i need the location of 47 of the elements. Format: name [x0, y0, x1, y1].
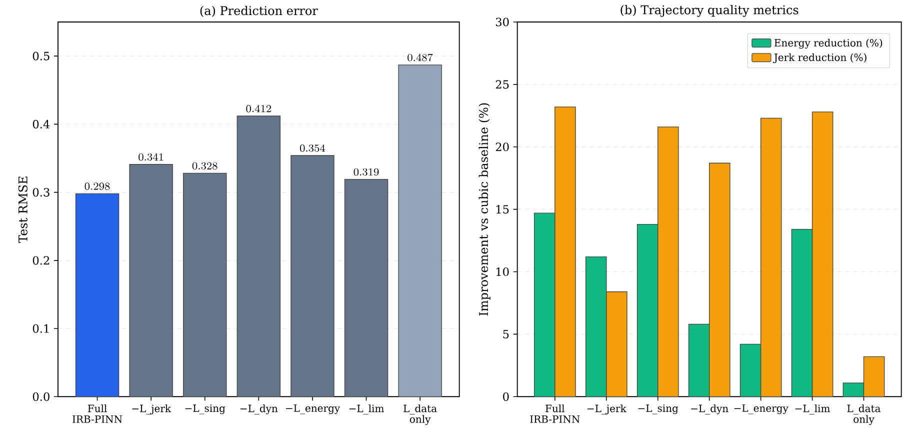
- x-tick-label: L_data only: [847, 404, 880, 425]
- y-tick-label: 0.0: [32, 392, 50, 401]
- data-label: 0.298: [84, 182, 110, 190]
- data-label: 0.319: [354, 168, 379, 176]
- bar: [398, 64, 442, 397]
- y-tick-label: 0.4: [32, 120, 50, 128]
- x-tick-label: Full IRB-PINN: [530, 404, 580, 423]
- x-tick-label: −L_lim: [349, 404, 384, 414]
- bar: [183, 172, 227, 397]
- y-tick-label: 0: [503, 392, 509, 401]
- y-tick-label: 5: [503, 330, 509, 338]
- chart-title: (a) Prediction error: [200, 6, 318, 17]
- x-tick-label: −L_jerk: [588, 404, 626, 414]
- x-tick-label: −L_dyn: [691, 404, 728, 414]
- y-tick-label: 0.2: [32, 256, 50, 265]
- data-label: 0.487: [408, 54, 433, 62]
- x-tick-label: −L_jerk: [132, 404, 172, 414]
- data-label: 0.354: [300, 144, 326, 152]
- legend-label: Jerk reduction (%): [773, 53, 866, 64]
- bar: [344, 179, 388, 397]
- y-tick-label: 0.1: [32, 324, 49, 333]
- x-tick-label: −L_lim: [795, 404, 830, 414]
- bar: [236, 116, 281, 397]
- y-tick-label: 15: [496, 205, 509, 214]
- y-tick-label: 20: [496, 142, 509, 152]
- bar: [290, 155, 334, 397]
- x-tick-label: −L_dyn: [240, 404, 278, 414]
- y-tick-label: 30: [496, 18, 509, 26]
- y-tick-label: 10: [496, 267, 509, 276]
- x-tick-label: −L_sing: [638, 404, 678, 414]
- data-label: 0.412: [246, 104, 271, 112]
- legend-label: Energy reduction (%): [774, 38, 882, 49]
- bar: [129, 164, 173, 397]
- x-tick-label: Full IRB-PINN: [72, 404, 122, 423]
- y-tick-label: 0.3: [32, 188, 50, 197]
- y-tick-label: 0.5: [32, 52, 50, 60]
- x-tick-label: −L_energy: [286, 404, 340, 414]
- y-axis-title: Test RMSE: [18, 176, 28, 243]
- chart-title: (b) Trajectory quality metrics: [620, 5, 798, 17]
- data-label: 0.341: [138, 153, 164, 161]
- x-tick-label: −L_energy: [734, 404, 788, 414]
- y-axis-title: Improvement vs cubic baseline (%): [478, 103, 490, 316]
- bar: [75, 193, 120, 397]
- data-label: 0.328: [192, 162, 218, 170]
- x-tick-label: −L_sing: [185, 404, 226, 414]
- y-tick-label: 25: [496, 80, 509, 89]
- x-tick-label: L_data only: [404, 404, 437, 425]
